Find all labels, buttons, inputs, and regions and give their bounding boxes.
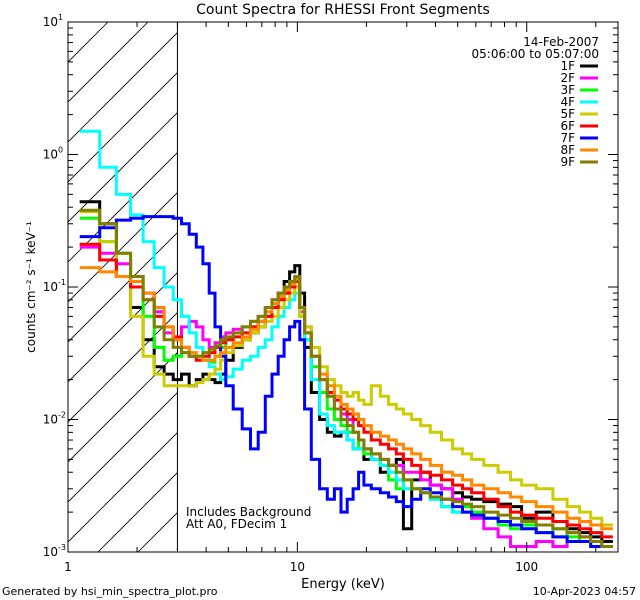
y-tick-label: 10 -3	[43, 543, 66, 559]
y-axis-label: counts cm⁻² s⁻¹ keV⁻¹	[24, 221, 38, 353]
series-line-5F	[79, 210, 613, 527]
y-tick-label-base: 10	[43, 545, 58, 559]
hatch-line	[68, 192, 178, 303]
x-axis-label: Energy (keV)	[301, 577, 385, 592]
y-tick-label-base: 10	[43, 15, 58, 29]
series-line-6F	[79, 242, 613, 539]
legend-label-8F: 8F	[560, 143, 575, 157]
annotation-attenuator: Att A0, FDecim 1	[186, 517, 287, 531]
y-tick-label-exponent: 1	[58, 13, 63, 22]
legend-label-2F: 2F	[560, 71, 575, 85]
chart-title: Count Spectra for RHESSI Front Segments	[196, 2, 490, 18]
y-tick-label: 10 -1	[43, 278, 66, 294]
hatch-line	[68, 432, 178, 543]
y-tick-label: 10 0	[43, 146, 63, 162]
y-tick-label-base: 10	[43, 280, 58, 294]
annotation-background: Includes Background	[186, 505, 311, 519]
footer-generated-by: Generated by hsi_min_spectra_plot.pro	[2, 585, 218, 598]
x-tick-labels: 1 10 100	[64, 560, 538, 574]
y-tick-label: 10 -2	[43, 411, 66, 427]
legend-label-9F: 9F	[560, 155, 575, 169]
y-tick-label-exponent: -2	[58, 411, 66, 420]
axis-ticks	[67, 22, 618, 553]
y-tick-label: 10 1	[43, 13, 63, 29]
x-tick-label: 1	[64, 560, 72, 574]
y-tick-label-base: 10	[43, 413, 58, 427]
hatch-line	[68, 232, 178, 343]
legend-label-6F: 6F	[560, 119, 575, 133]
hatch-line	[68, 392, 178, 503]
y-tick-label-exponent: 0	[58, 146, 63, 155]
y-tick-label-exponent: -3	[58, 543, 66, 552]
legend-label-7F: 7F	[560, 131, 575, 145]
x-tick-label: 10	[290, 560, 305, 574]
y-tick-label-base: 10	[43, 148, 58, 162]
series-line-9F	[79, 208, 613, 548]
footer-timestamp: 10-Apr-2023 04:57	[533, 585, 636, 598]
legend-label-1F: 1F	[560, 59, 575, 73]
time-range-label: 05:06:00 to 05:07:00	[472, 47, 599, 61]
legend-label-5F: 5F	[560, 107, 575, 121]
series-line-7F	[79, 215, 613, 548]
series-group	[79, 129, 613, 548]
series-line-8F	[79, 266, 613, 531]
x-tick-label: 100	[515, 560, 538, 574]
date-label: 14-Feb-2007	[523, 35, 599, 49]
hatch-line	[68, 72, 178, 183]
legend-label-4F: 4F	[560, 95, 575, 109]
hatch-line	[68, 32, 178, 143]
plot-frame	[67, 21, 619, 553]
y-tick-label-exponent: -1	[58, 278, 66, 287]
legend-label-3F: 3F	[560, 83, 575, 97]
